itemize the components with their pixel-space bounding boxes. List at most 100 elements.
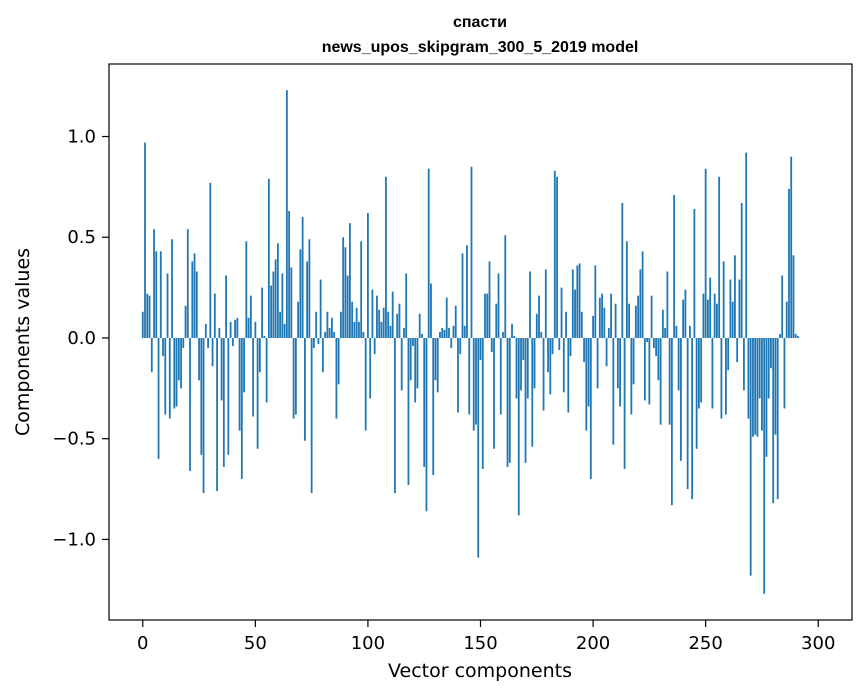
bar-277 [765,337,768,457]
bar-128 [430,283,432,338]
bar-213 [621,203,624,338]
bar-21 [189,337,191,471]
bar-101 [369,337,372,399]
bar-106 [380,321,383,338]
bar-84 [331,317,333,338]
plot-frame [108,63,853,621]
bar-200 [592,315,594,338]
bar-249 [702,293,705,338]
bar-221 [639,269,642,338]
bar-33 [216,337,218,492]
bar-169 [522,337,525,361]
bar-45 [243,337,245,393]
bar-122 [416,337,419,389]
bar-100 [367,213,369,338]
bar-141 [459,337,462,355]
bar-275 [761,337,763,431]
bar-197 [585,337,588,431]
bar-99 [364,337,367,431]
bar-187 [562,337,565,393]
bar-236 [673,194,676,338]
bar-3 [148,295,151,338]
bar-246 [695,337,698,449]
bar-58 [272,271,275,338]
bar-267 [743,337,745,391]
bar-180 [547,337,549,373]
bar-104 [376,295,378,338]
bar-117 [405,273,408,338]
bar-243 [688,325,691,338]
bar-155 [490,337,493,353]
bar-263 [734,255,736,338]
y-tick-label-4: 1.0 [67,127,96,148]
bar-241 [684,289,687,338]
bar-series [141,90,799,594]
bar-78 [317,337,320,345]
y-tick-label-3: 0.5 [67,227,96,248]
bar-107 [382,307,385,338]
bar-95 [355,307,358,338]
bar-108 [385,176,387,338]
bar-132 [439,331,441,338]
bar-23 [193,253,196,338]
bar-110 [389,325,392,338]
bar-57 [270,285,273,338]
bar-51 [256,337,259,449]
bar-282 [776,337,779,500]
bar-48 [249,295,252,338]
bar-202 [596,337,599,389]
bar-157 [495,303,498,338]
bar-69 [297,301,300,338]
bar-287 [788,188,790,338]
bar-86 [335,337,338,419]
bar-206 [605,337,608,367]
bar-212 [619,337,621,407]
bar-223 [643,337,646,401]
bar-191 [571,269,574,338]
bar-131 [436,337,439,393]
bar-38 [227,337,230,455]
bar-242 [686,337,689,490]
bar-50 [254,321,257,338]
bar-188 [565,311,567,338]
bar-273 [756,337,759,437]
bar-247 [698,337,700,409]
bar-278 [767,337,770,399]
bar-161 [504,235,507,338]
bar-145 [468,337,471,415]
bar-219 [634,305,637,338]
bar-109 [387,311,390,338]
x-tick-label-150: 150 [463,633,497,654]
bar-194 [578,263,581,338]
bar-176 [538,295,540,338]
bar-192 [574,289,576,338]
bar-32 [213,293,216,338]
bar-174 [533,337,536,389]
bar-167 [517,337,520,516]
bar-73 [306,261,309,338]
bar-259 [725,337,727,415]
bar-240 [682,299,685,338]
bar-44 [240,337,243,479]
bar-257 [720,337,723,419]
bar-9 [162,337,164,357]
bar-27 [202,337,205,494]
bar-193 [576,265,579,338]
bar-118 [407,337,410,486]
bar-61 [279,311,282,338]
bar-87 [337,337,340,385]
bar-252 [709,277,712,338]
bar-198 [587,337,590,407]
bar-226 [650,295,653,338]
bar-116 [403,327,405,338]
bar-13 [171,239,173,338]
bar-80 [321,337,324,373]
bar-235 [670,337,673,506]
bar-244 [691,337,694,500]
bar-41 [234,319,236,338]
bar-60 [276,243,279,338]
bar-272 [754,337,757,435]
bar-248 [700,337,703,403]
bar-92 [349,223,351,338]
bar-151 [481,337,484,469]
